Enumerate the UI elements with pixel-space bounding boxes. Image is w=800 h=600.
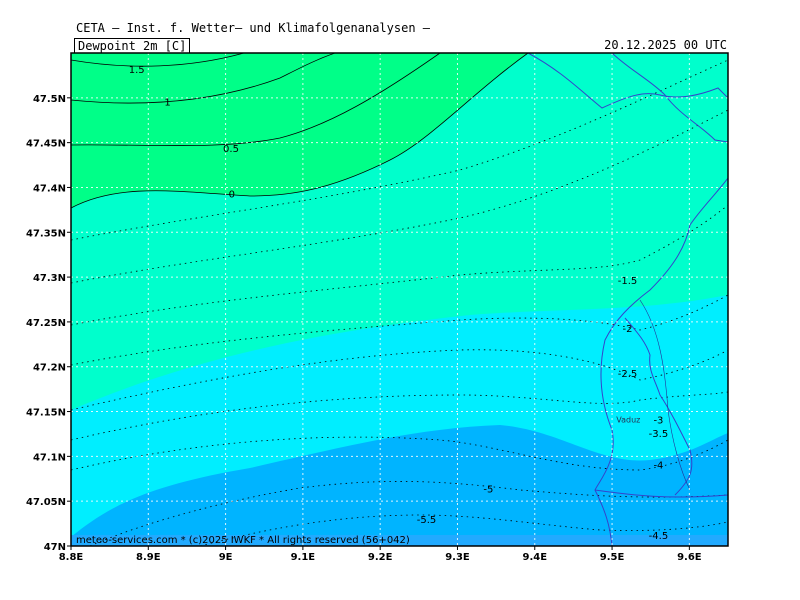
contour-label: 1 <box>164 97 170 108</box>
contour-label: -3.5 <box>649 429 669 440</box>
contour-label: -2.5 <box>618 369 638 380</box>
country-border <box>624 317 693 496</box>
contour-line <box>71 53 441 147</box>
y-tick-label: 47.25N <box>26 318 66 329</box>
band-below-neg4-5 <box>71 425 728 546</box>
contour-line <box>71 53 245 67</box>
x-tick-label: 9.3E <box>445 552 470 563</box>
y-tick-label: 47.2N <box>33 363 66 374</box>
x-tick-label: 9.2E <box>368 552 393 563</box>
y-tick-label: 47.3N <box>33 273 66 284</box>
contour-label: -3 <box>653 416 663 427</box>
plot-frame <box>70 52 729 547</box>
contour-label: -1.5 <box>618 276 638 287</box>
river-line <box>639 299 691 491</box>
x-tick-label: 9.1E <box>291 552 316 563</box>
y-tick-label: 47.15N <box>26 408 66 419</box>
contour-label: -5.5 <box>417 515 437 526</box>
contour-label: 0.5 <box>223 144 239 155</box>
place-label: Vaduz <box>616 416 640 425</box>
footer-credit: meteo-services.com * (c)2025 IWKF * All … <box>76 535 410 546</box>
contour-line <box>71 53 336 104</box>
x-tick-label: 9.5E <box>600 552 625 563</box>
y-tick-label: 47.5N <box>33 94 66 105</box>
x-tick-label: 9.4E <box>522 552 547 563</box>
contour-label: -2 <box>623 324 633 335</box>
x-tick-label: 9E <box>219 552 233 563</box>
y-tick-label: 47.45N <box>26 139 66 150</box>
country-border <box>611 53 728 143</box>
organization-title: CETA — Inst. f. Wetter— und Klimafolgena… <box>76 21 431 35</box>
contour-label: -5 <box>483 485 493 496</box>
y-tick-label: 47N <box>44 542 66 553</box>
contour-label: -4 <box>653 460 663 471</box>
y-tick-label: 47.4N <box>33 183 66 194</box>
x-tick-label: 8.9E <box>136 552 161 563</box>
contour-label: 0 <box>229 190 235 201</box>
contour-line <box>71 436 728 471</box>
x-tick-label: 8.8E <box>59 552 84 563</box>
contour-line <box>71 294 728 366</box>
y-tick-label: 47.35N <box>26 228 66 239</box>
contour-label: 1.5 <box>129 65 145 76</box>
y-tick-label: 47.1N <box>33 452 66 463</box>
band-0-to-1-5 <box>71 53 528 208</box>
y-tick-label: 47.05N <box>26 497 66 508</box>
band-bottom-strip <box>71 535 728 546</box>
contour-line <box>71 53 529 209</box>
country-border <box>594 489 728 498</box>
contour-label: -4.5 <box>649 531 669 542</box>
x-tick-label: 9.6E <box>677 552 702 563</box>
valid-time: 20.12.2025 00 UTC <box>604 38 727 52</box>
